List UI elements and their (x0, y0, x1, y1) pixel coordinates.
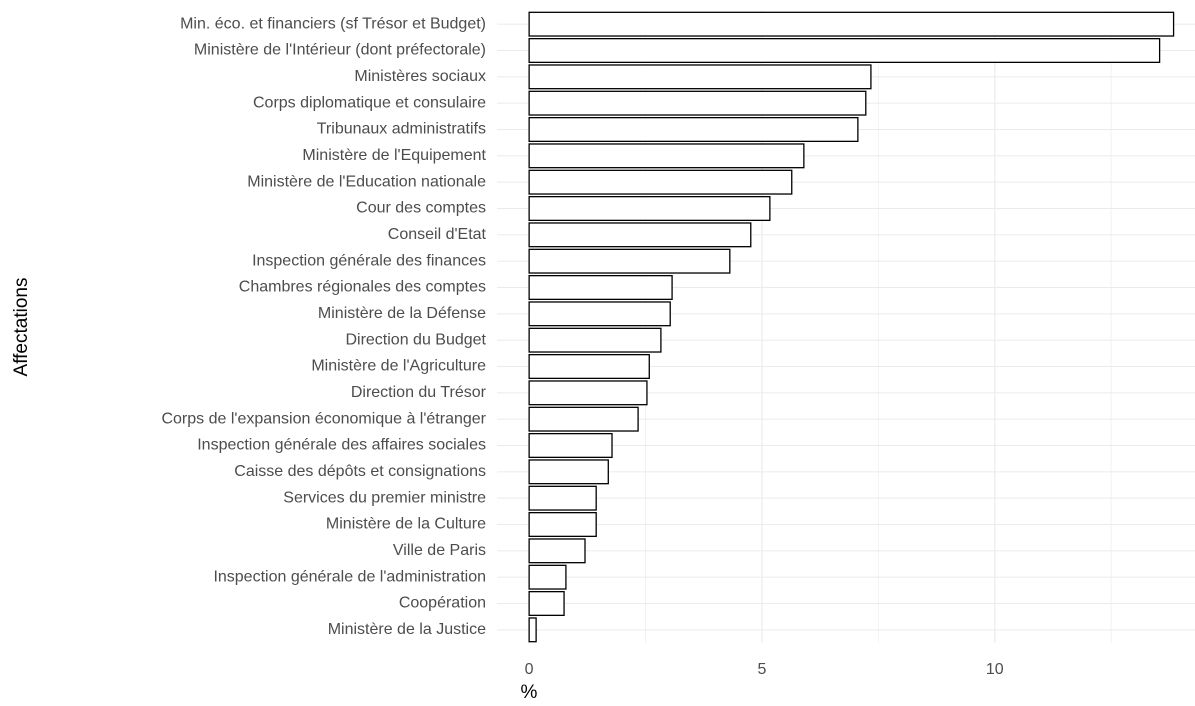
bar (528, 564, 567, 590)
bar (528, 617, 537, 643)
y-tick-label: Chambres régionales des comptes (239, 279, 486, 296)
y-tick-label: Ministère de l'Education nationale (247, 173, 486, 190)
y-tick-label: Inspection générale des affaires sociale… (197, 437, 486, 454)
y-tick-label: Corps diplomatique et consulaire (253, 94, 486, 111)
bar (528, 380, 648, 406)
y-axis-title: Affectations (11, 278, 32, 377)
y-tick-label: Cour des comptes (356, 200, 486, 217)
y-tick-label: Min. éco. et financiers (sf Trésor et Bu… (180, 15, 486, 32)
bar (528, 459, 609, 485)
y-tick-label: Ministère de la Défense (318, 305, 486, 322)
bar (528, 64, 872, 90)
bar (528, 169, 793, 195)
y-tick-label: Conseil d'Etat (388, 226, 487, 243)
bar (528, 143, 805, 169)
bar (528, 406, 639, 432)
y-tick-label: Ministères sociaux (354, 68, 486, 85)
y-tick-label: Tribunaux administratifs (317, 121, 486, 138)
y-tick-label: Caisse des dépôts et consignations (234, 463, 486, 480)
bar (528, 538, 586, 564)
y-tick-label: Ministère de l'Equipement (302, 147, 486, 164)
y-tick-label: Ville de Paris (393, 542, 486, 559)
bar (528, 11, 1175, 37)
y-tick-label: Ministère de la Culture (326, 516, 486, 533)
bar (528, 301, 671, 327)
y-tick-label: Ministère de l'Agriculture (311, 358, 486, 375)
x-tick-label: 5 (757, 661, 766, 678)
bar (528, 90, 867, 116)
x-axis-title: % (521, 682, 538, 703)
bar (528, 485, 597, 511)
y-tick-label: Direction du Budget (345, 331, 486, 348)
x-tick-label: 10 (986, 661, 1004, 678)
y-tick-label: Corps de l'expansion économique à l'étra… (161, 410, 486, 427)
bar (528, 353, 650, 379)
y-tick-label: Ministère de l'Intérieur (dont préfector… (194, 42, 486, 59)
x-tick-label: 0 (525, 661, 534, 678)
bar (528, 117, 859, 143)
bar (528, 222, 752, 248)
bar (528, 432, 613, 458)
y-tick-label: Direction du Trésor (351, 384, 487, 401)
y-tick-label: Inspection générale des finances (252, 252, 486, 269)
bar (528, 512, 597, 538)
y-tick-label: Services du premier ministre (283, 489, 486, 506)
y-tick-label: Inspection générale de l'administration (213, 568, 486, 585)
bar (528, 248, 731, 274)
bar (528, 274, 673, 300)
y-tick-label: Ministère de la Justice (328, 621, 486, 638)
bar (528, 327, 662, 353)
y-tick-label: Coopération (399, 595, 486, 612)
bar (528, 195, 771, 221)
bar (528, 591, 565, 617)
bar (528, 38, 1161, 64)
